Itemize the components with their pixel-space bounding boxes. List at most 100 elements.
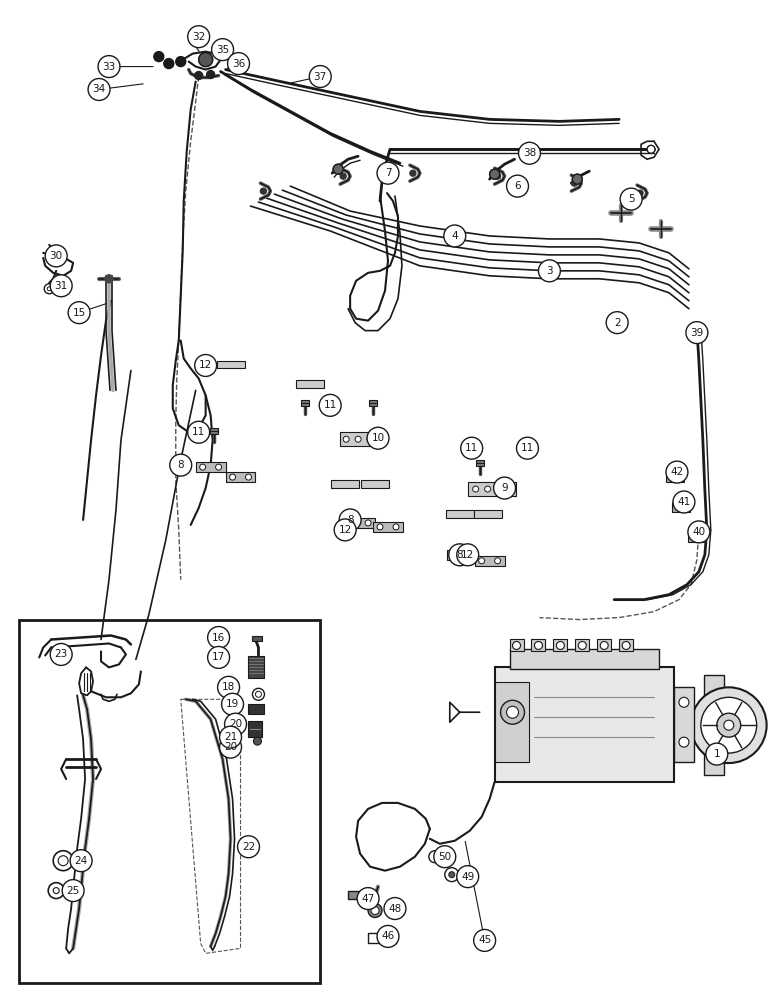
Bar bbox=[249, 704, 265, 714]
Circle shape bbox=[506, 706, 519, 718]
Circle shape bbox=[622, 641, 630, 649]
Text: 41: 41 bbox=[677, 497, 690, 507]
Text: 34: 34 bbox=[93, 84, 106, 94]
Text: 3: 3 bbox=[546, 266, 553, 276]
Text: 22: 22 bbox=[242, 842, 255, 852]
Circle shape bbox=[457, 544, 479, 566]
Text: 46: 46 bbox=[381, 931, 394, 941]
Circle shape bbox=[410, 170, 416, 176]
Circle shape bbox=[493, 477, 516, 499]
Bar bbox=[475, 556, 505, 566]
Circle shape bbox=[606, 312, 628, 334]
Bar bbox=[476, 460, 483, 466]
Bar bbox=[19, 620, 320, 983]
Bar bbox=[666, 472, 684, 482]
Text: 32: 32 bbox=[192, 32, 205, 42]
Text: 11: 11 bbox=[323, 400, 337, 410]
Circle shape bbox=[534, 641, 543, 649]
Circle shape bbox=[238, 836, 259, 858]
Circle shape bbox=[105, 275, 113, 283]
Circle shape bbox=[252, 688, 265, 700]
Bar bbox=[510, 639, 523, 651]
Circle shape bbox=[445, 868, 459, 882]
Text: 4: 4 bbox=[452, 231, 458, 241]
Circle shape bbox=[368, 904, 382, 917]
Text: 1: 1 bbox=[713, 749, 720, 759]
Bar bbox=[531, 639, 546, 651]
Circle shape bbox=[310, 66, 331, 87]
Text: 9: 9 bbox=[501, 483, 508, 493]
Bar bbox=[373, 522, 403, 532]
Text: 45: 45 bbox=[478, 935, 491, 945]
Bar bbox=[468, 482, 516, 496]
Bar bbox=[522, 440, 530, 446]
Circle shape bbox=[355, 436, 361, 442]
Circle shape bbox=[207, 71, 215, 79]
Text: 11: 11 bbox=[521, 443, 534, 453]
Bar bbox=[464, 440, 472, 446]
Circle shape bbox=[339, 509, 361, 531]
Bar bbox=[598, 639, 611, 651]
Text: 8: 8 bbox=[347, 515, 354, 525]
Circle shape bbox=[538, 260, 560, 282]
Circle shape bbox=[457, 866, 479, 888]
Circle shape bbox=[706, 743, 728, 765]
Bar bbox=[619, 639, 633, 651]
Circle shape bbox=[253, 737, 262, 745]
Bar bbox=[447, 550, 476, 560]
Circle shape bbox=[50, 643, 72, 665]
Circle shape bbox=[694, 534, 700, 540]
Bar bbox=[369, 400, 377, 406]
Text: 36: 36 bbox=[232, 59, 245, 69]
Text: 40: 40 bbox=[692, 527, 706, 537]
Circle shape bbox=[215, 464, 222, 470]
Circle shape bbox=[509, 486, 514, 492]
Circle shape bbox=[578, 641, 586, 649]
Circle shape bbox=[154, 52, 164, 62]
Text: 49: 49 bbox=[461, 872, 474, 882]
Circle shape bbox=[245, 474, 252, 480]
Circle shape bbox=[449, 544, 471, 566]
Circle shape bbox=[371, 907, 379, 915]
Circle shape bbox=[44, 284, 54, 294]
Circle shape bbox=[572, 174, 582, 184]
Circle shape bbox=[195, 355, 217, 376]
Circle shape bbox=[63, 880, 84, 902]
Circle shape bbox=[600, 641, 608, 649]
Text: 23: 23 bbox=[55, 649, 68, 659]
Text: 12: 12 bbox=[461, 550, 474, 560]
Circle shape bbox=[377, 524, 383, 530]
Circle shape bbox=[357, 888, 379, 910]
Circle shape bbox=[691, 687, 767, 763]
Text: 11: 11 bbox=[465, 443, 479, 453]
Bar bbox=[361, 480, 389, 488]
Text: 33: 33 bbox=[103, 62, 116, 72]
Bar bbox=[195, 462, 225, 472]
Text: 19: 19 bbox=[226, 699, 239, 709]
Text: 12: 12 bbox=[199, 360, 212, 370]
Circle shape bbox=[228, 53, 249, 75]
Circle shape bbox=[679, 737, 689, 747]
Circle shape bbox=[219, 736, 242, 758]
Text: 12: 12 bbox=[339, 525, 352, 535]
Bar bbox=[217, 361, 245, 368]
Circle shape bbox=[170, 454, 191, 476]
Circle shape bbox=[647, 145, 655, 153]
Bar bbox=[296, 380, 324, 388]
Circle shape bbox=[474, 929, 496, 951]
Circle shape bbox=[500, 700, 524, 724]
Bar bbox=[331, 480, 359, 488]
Text: 8: 8 bbox=[456, 550, 463, 560]
Circle shape bbox=[495, 558, 500, 564]
Text: 8: 8 bbox=[178, 460, 184, 470]
Circle shape bbox=[686, 322, 708, 344]
Bar bbox=[575, 639, 589, 651]
Circle shape bbox=[47, 287, 51, 291]
Text: 20: 20 bbox=[229, 719, 242, 729]
Bar bbox=[495, 667, 674, 782]
Text: 17: 17 bbox=[212, 652, 225, 662]
Circle shape bbox=[451, 552, 457, 558]
Circle shape bbox=[340, 173, 346, 179]
Circle shape bbox=[68, 302, 90, 324]
Circle shape bbox=[461, 437, 482, 459]
